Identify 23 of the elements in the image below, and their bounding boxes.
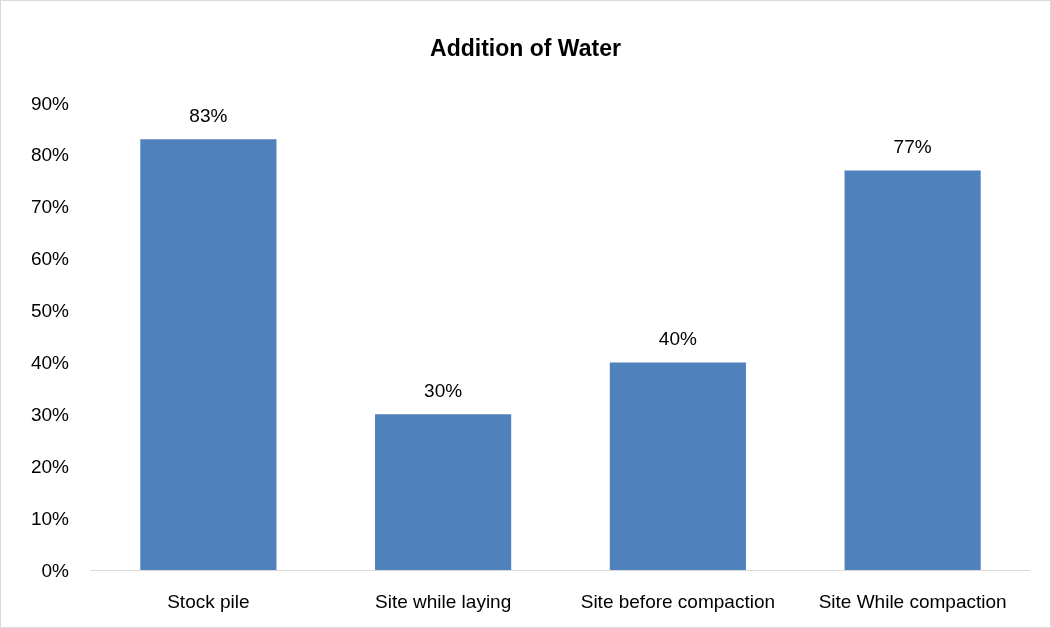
y-tick-label: 40% — [30, 351, 70, 373]
data-label: 83% — [189, 105, 228, 127]
y-tick-label: 30% — [30, 403, 70, 425]
chart-title: Addition of Water — [430, 34, 621, 61]
y-tick-label: 90% — [30, 92, 70, 114]
bar — [140, 139, 277, 570]
bar — [844, 170, 981, 570]
y-tick-label: 80% — [30, 144, 70, 166]
x-tick-label: Site while laying — [375, 591, 512, 612]
data-label: 30% — [424, 380, 463, 402]
data-label: 40% — [658, 328, 697, 350]
y-tick-label: 70% — [30, 196, 70, 218]
y-tick-label: 20% — [30, 455, 70, 477]
y-tick-label: 50% — [30, 300, 70, 322]
x-tick-label: Site before compaction — [580, 591, 776, 612]
y-tick-label: 0% — [41, 559, 70, 581]
x-tick-label: Site While compaction — [818, 591, 1007, 612]
data-label: 77% — [893, 136, 932, 158]
bar — [609, 362, 746, 570]
y-tick-label: 10% — [30, 507, 70, 529]
bar — [375, 414, 512, 570]
y-tick-label: 60% — [30, 248, 70, 270]
x-tick-label: Stock pile — [167, 591, 250, 612]
